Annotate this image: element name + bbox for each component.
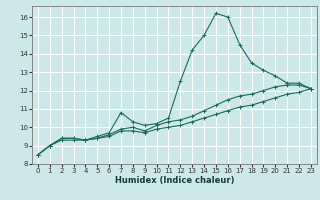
X-axis label: Humidex (Indice chaleur): Humidex (Indice chaleur)	[115, 176, 234, 185]
